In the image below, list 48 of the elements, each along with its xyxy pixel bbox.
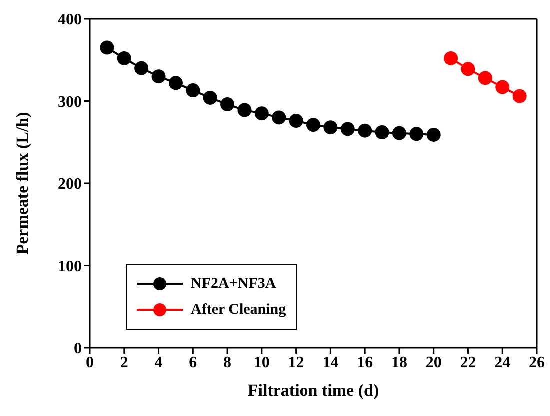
y-tick-label: 400 (58, 12, 82, 29)
point (375, 126, 390, 140)
legend-label: After Cleaning (191, 302, 286, 318)
x-tick-label: 4 (154, 354, 163, 372)
x-axis-title: Filtration time (d) (248, 381, 380, 400)
point (461, 62, 476, 76)
x-tick-label: 10 (254, 354, 270, 372)
point (186, 84, 200, 98)
point (444, 51, 458, 66)
point (203, 90, 218, 105)
y-tick-label: 200 (58, 176, 82, 194)
x-tick-label: 12 (288, 354, 304, 372)
point (238, 103, 252, 118)
y-tick-label: 100 (58, 258, 82, 276)
x-tick-label: 6 (189, 354, 198, 372)
point (272, 110, 286, 125)
point (168, 76, 183, 90)
point (496, 80, 510, 94)
point (254, 106, 269, 121)
point (478, 71, 492, 86)
point (289, 114, 304, 128)
point (152, 70, 166, 84)
point (340, 122, 355, 136)
point (100, 40, 114, 55)
x-tick-label: 22 (460, 354, 476, 372)
x-tick-label: 8 (224, 354, 232, 372)
point (134, 61, 149, 76)
x-tick-label: 2 (120, 354, 128, 372)
point (426, 128, 441, 142)
point (392, 126, 406, 140)
point (410, 127, 424, 142)
x-tick-label: 18 (391, 354, 408, 372)
y-tick-label: 300 (58, 94, 82, 111)
x-tick-label: 20 (426, 354, 442, 372)
point (306, 118, 320, 132)
x-tick-label: 26 (529, 354, 545, 372)
y-axis-title: Permeate flux (L/h) (13, 112, 32, 255)
y-tick-label: 0 (74, 340, 82, 358)
point (220, 98, 235, 112)
x-tick-label: 0 (86, 354, 94, 372)
legend-label: NF2A+NF3A (191, 276, 276, 292)
x-tick-label: 14 (322, 354, 339, 372)
x-tick-label: 24 (494, 354, 511, 372)
x-tick-label: 16 (357, 354, 374, 372)
point (512, 89, 527, 104)
point (117, 51, 132, 66)
point (358, 124, 372, 138)
point (324, 120, 338, 135)
